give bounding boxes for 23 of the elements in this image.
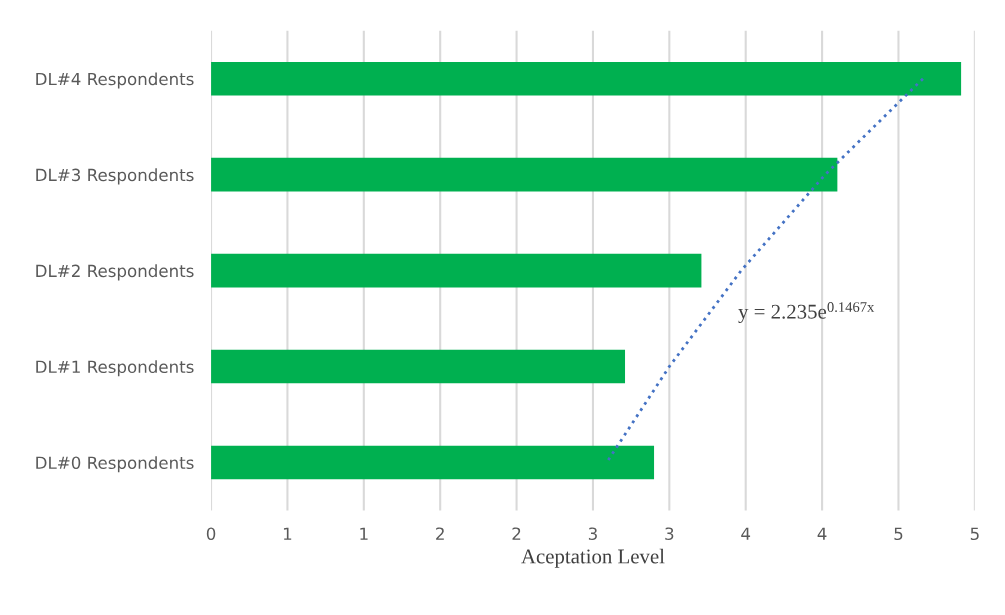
x-tick-label: 5 [894,527,903,541]
x-tick-label: 3 [588,527,597,541]
y-tick-label: DL#2 Respondents [36,264,194,281]
x-tick-label: 3 [665,527,674,541]
x-tick-label: 4 [817,527,827,540]
bar [211,445,655,480]
x-tick-label: 2 [512,527,521,540]
x-tick-label: 5 [970,527,979,541]
y-tick-label: DL#1 Respondents [36,360,194,377]
y-tick-label: DL#0 Respondents [36,456,194,473]
x-tick-label: 0 [206,527,216,541]
y-tick-label: DL#4 Respondents [36,72,194,89]
x-axis-title: Aceptation Level [521,548,665,568]
x-tick-label: 1 [283,527,292,540]
bar [211,253,702,288]
bar [211,61,962,96]
annotation: y = 2.235e$^{0.1467x}$ [738,302,875,323]
bar [211,349,626,384]
x-tick-label: 4 [741,527,751,540]
y-tick-label: DL#3 Respondents [36,168,194,185]
x-tick-label: 2 [436,527,444,540]
x-tick-label: 1 [360,527,368,540]
bar [211,157,838,192]
